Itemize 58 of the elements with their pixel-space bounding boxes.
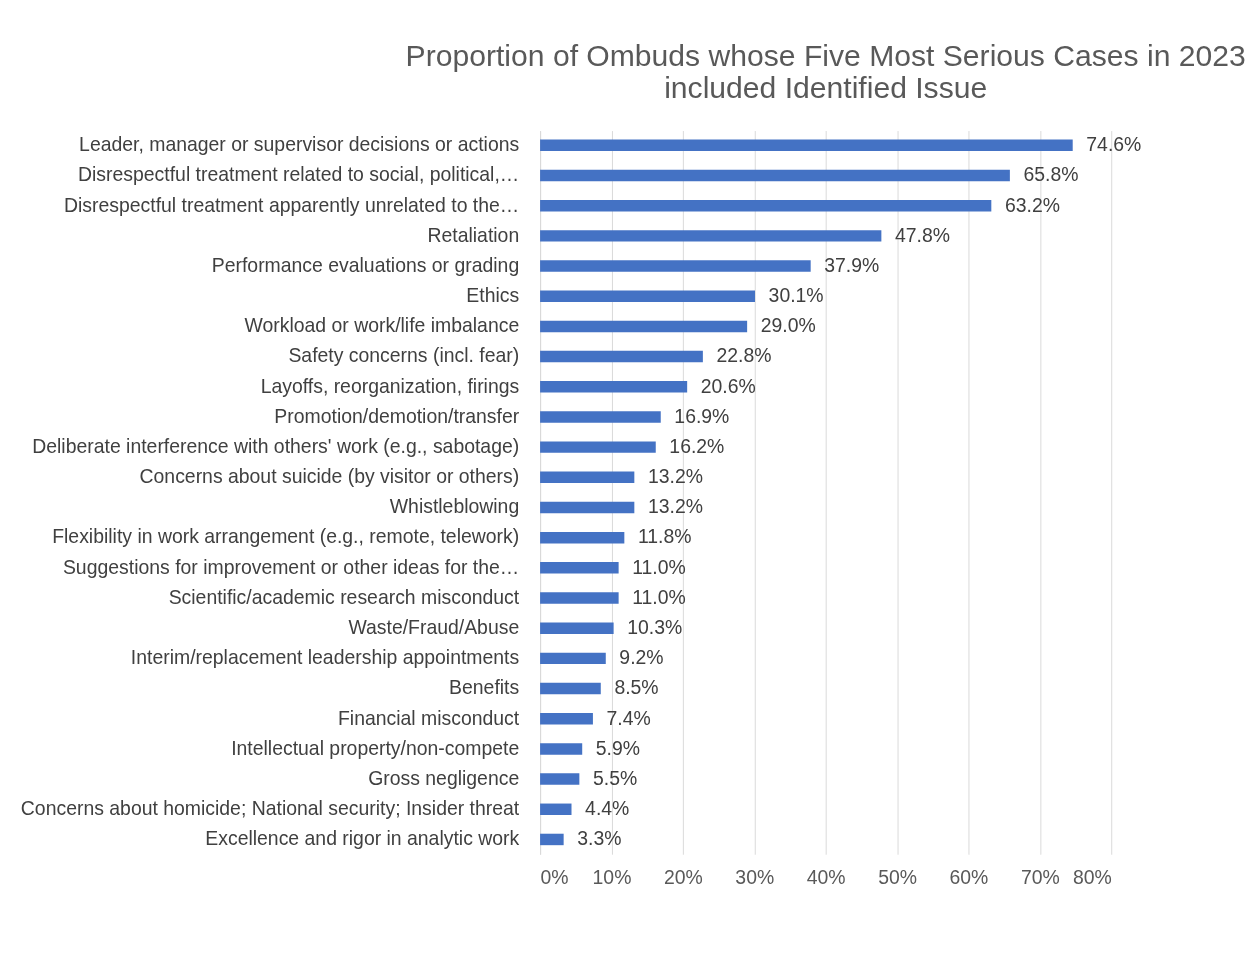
y-tick-label: Layoffs, reorganization, firings <box>260 374 520 397</box>
y-tick-label: Concerns about suicide (by visitor or others) <box>139 465 520 488</box>
y-tick-label: Deliberate interference with others' work (e.g., sabotage) <box>32 434 520 457</box>
data-label: 22.8% <box>716 344 772 367</box>
x-tick-label: 30% <box>735 865 775 888</box>
chart-title: Proportion of Ombuds whose Five Most Serious Cases in 2023 included Identified Issue <box>405 39 1246 105</box>
x-tick-label: 60% <box>949 865 989 888</box>
y-tick-label: Performance evaluations or grading <box>211 253 520 276</box>
x-tick-label: 80% <box>1072 865 1112 888</box>
x-tick-label: 50% <box>878 865 917 888</box>
y-tick-label: Whistleblowing <box>389 495 520 518</box>
data-label: 11.0% <box>632 555 686 578</box>
x-tick-label: 40% <box>806 865 846 888</box>
y-tick-label: Scientific/academic research misconduct <box>168 585 520 608</box>
y-tick-label: Financial misconduct <box>337 706 520 729</box>
y-tick-label: Interim/replacement leadership appointments <box>130 646 520 669</box>
y-tick-label: Concerns about homicide; National security; Insider threat <box>20 797 520 820</box>
y-tick-label: Gross negligence <box>368 766 520 789</box>
y-tick-label: Promotion/demotion/transfer <box>274 404 520 427</box>
y-tick-label: Ethics <box>466 284 520 307</box>
y-tick-label: Excellence and rigor in analytic work <box>205 827 520 850</box>
data-label: 3.3% <box>577 827 622 850</box>
data-label: 8.5% <box>614 676 659 699</box>
data-label: 16.2% <box>669 434 725 457</box>
data-label: 74.6% <box>1086 133 1142 156</box>
x-tick-label: 20% <box>663 865 703 888</box>
data-label: 13.2% <box>647 465 703 488</box>
data-label: 63.2% <box>1004 193 1060 216</box>
data-label: 5.9% <box>595 736 641 759</box>
data-label: 16.9% <box>674 404 730 427</box>
data-label: 37.9% <box>824 253 880 276</box>
y-tick-label: Retaliation <box>427 223 520 246</box>
data-label: 29.0% <box>760 314 816 337</box>
y-tick-label: Suggestions for improvement or other ideas for the… <box>62 555 520 578</box>
y-tick-label: Intellectual property/non-compete <box>231 736 520 759</box>
x-tick-label: 70% <box>1020 865 1060 888</box>
data-label: 11.0% <box>632 585 686 608</box>
data-label: 47.8% <box>894 223 950 246</box>
y-tick-label: Benefits <box>449 676 520 699</box>
data-label: 5.5% <box>592 766 638 789</box>
data-label: 4.4% <box>585 797 630 820</box>
data-label: 7.4% <box>606 706 651 729</box>
data-label: 13.2% <box>647 495 703 518</box>
x-tick-label: 10% <box>592 865 632 888</box>
y-tick-label: Workload or work/life imbalance <box>244 314 520 337</box>
data-label: 11.8% <box>637 525 692 548</box>
y-tick-label: Flexibility in work arrangement (e.g., remote, telework) <box>52 525 520 548</box>
y-tick-label: Safety concerns (incl. fear) <box>288 344 520 367</box>
y-tick-label: Disrespectful treatment apparently unrelated to the… <box>63 193 520 216</box>
x-tick-label: 0% <box>540 865 569 888</box>
data-label: 65.8% <box>1023 163 1079 186</box>
data-label: 9.2% <box>619 646 664 669</box>
data-label: 10.3% <box>627 616 683 639</box>
data-label: 30.1% <box>768 284 824 307</box>
data-label: 20.6% <box>700 374 756 397</box>
y-tick-label: Disrespectful treatment related to social, political,… <box>78 163 520 186</box>
y-tick-label: Waste/Fraud/Abuse <box>348 616 520 639</box>
y-tick-label: Leader, manager or supervisor decisions or actions <box>79 133 520 156</box>
